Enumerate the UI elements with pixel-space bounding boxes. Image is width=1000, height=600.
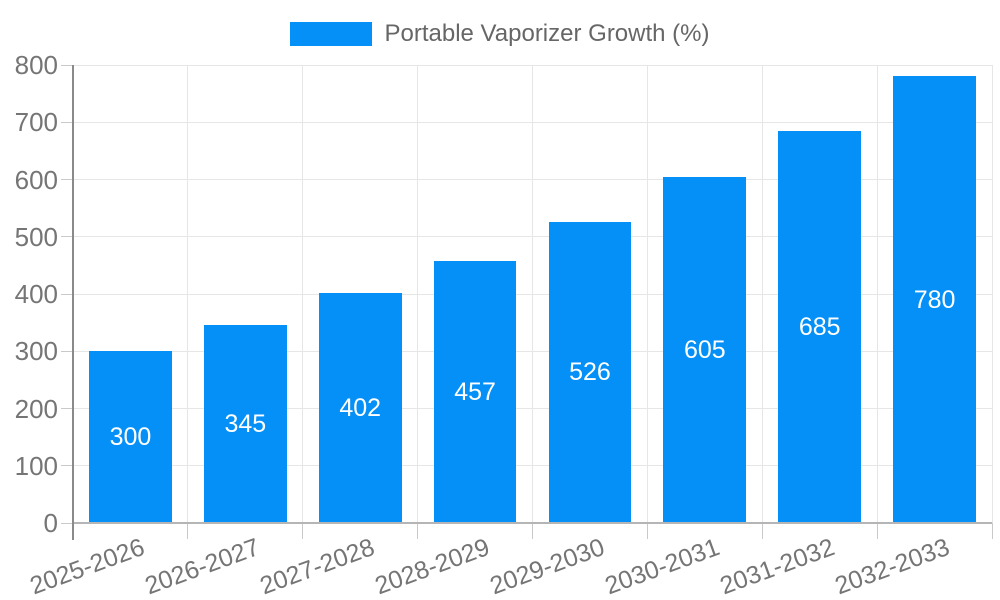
- bar-value-label: 526: [569, 358, 611, 387]
- y-tick: [61, 522, 73, 524]
- x-axis-tick-label: 2029-2030: [486, 533, 609, 600]
- x-gridline: [761, 65, 763, 523]
- bar: [203, 325, 287, 523]
- x-gridline: [991, 65, 993, 523]
- x-gridline: [417, 65, 419, 523]
- bar-value-label: 300: [109, 423, 152, 452]
- x-axis-tick-label: 2025-2026: [26, 533, 149, 600]
- x-axis-tick-label: 2032-2033: [830, 533, 953, 600]
- bar-value-label: 345: [224, 410, 267, 439]
- x-axis-tick-label: 2027-2028: [256, 533, 379, 600]
- y-axis-tick-label: 100: [14, 450, 58, 481]
- x-tick: [991, 523, 993, 539]
- x-tick: [532, 523, 533, 539]
- legend: Portable Vaporizer Growth (%): [0, 20, 1000, 48]
- bar-value-label: 685: [798, 312, 841, 341]
- y-axis-tick-label: 0: [43, 508, 58, 538]
- bar-value-label: 605: [683, 335, 726, 364]
- x-tick: [646, 523, 648, 539]
- y-axis-tick-label: 200: [14, 393, 58, 424]
- x-tick: [761, 523, 763, 539]
- x-tick: [876, 523, 878, 539]
- legend-label: Portable Vaporizer Growth (%): [384, 20, 710, 47]
- y-tick: [61, 293, 73, 295]
- bar: [548, 221, 632, 523]
- y-axis-tick-label: 600: [14, 164, 58, 195]
- bar: [318, 292, 402, 523]
- y-axis-line: [72, 65, 74, 540]
- bar: [778, 130, 862, 523]
- bar: [89, 351, 172, 523]
- x-axis-tick-label: 2026-2027: [141, 533, 264, 600]
- y-tick: [61, 64, 73, 66]
- x-tick: [417, 523, 419, 539]
- x-tick: [302, 523, 304, 539]
- x-gridline: [876, 65, 878, 523]
- x-axis-line: [73, 522, 992, 524]
- x-gridline: [532, 65, 533, 523]
- x-gridline: [302, 65, 304, 523]
- x-axis-tick-label: 2030-2031: [601, 533, 724, 600]
- y-tick: [61, 465, 73, 467]
- legend-swatch: [290, 22, 373, 46]
- y-axis-tick-label: 500: [14, 221, 58, 252]
- bar-value-label: 780: [913, 285, 956, 314]
- bar: [433, 261, 517, 523]
- bar: [663, 176, 747, 523]
- x-gridline: [187, 65, 189, 523]
- x-axis-tick-label: 2031-2032: [715, 533, 838, 600]
- bar-value-label: 402: [339, 393, 382, 422]
- y-axis-tick-label: 400: [14, 279, 58, 309]
- y-tick: [61, 236, 73, 238]
- bar-value-label: 457: [454, 378, 496, 407]
- x-gridline: [646, 65, 648, 523]
- y-axis-tick-label: 700: [14, 107, 58, 138]
- y-axis-tick-label: 800: [14, 50, 58, 80]
- y-tick: [61, 408, 73, 409]
- y-tick: [61, 121, 73, 123]
- x-axis-tick-label: 2028-2029: [371, 533, 494, 600]
- x-tick: [187, 523, 189, 539]
- y-tick: [61, 179, 73, 180]
- bar: [893, 76, 976, 523]
- y-tick: [61, 350, 73, 352]
- y-axis-tick-label: 300: [14, 336, 58, 367]
